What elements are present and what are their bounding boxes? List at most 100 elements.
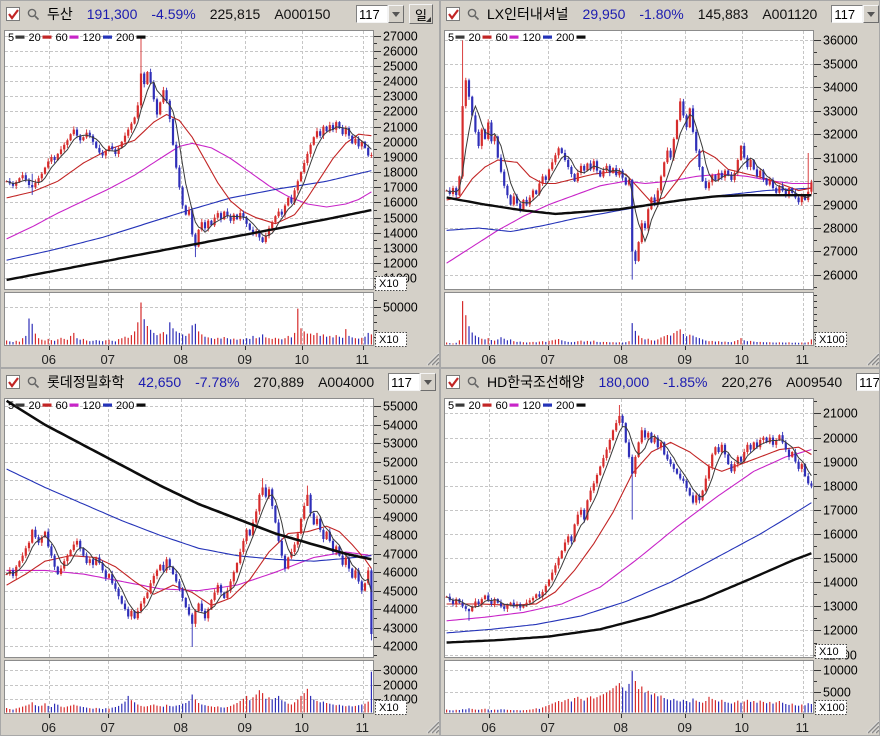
svg-text:11: 11 (796, 720, 810, 735)
period-input-group (356, 5, 404, 23)
period-dropdown-button[interactable] (420, 373, 437, 391)
volume-axis-multiplier: X100 (815, 332, 847, 347)
ma-legend: 5 20 60 120 200 (448, 32, 586, 44)
chevron-down-icon (424, 379, 433, 385)
volume-axis-multiplier: X10 (375, 700, 407, 715)
select-checkbox[interactable] (6, 7, 20, 21)
svg-text:51000: 51000 (383, 474, 418, 488)
search-icon[interactable] (465, 7, 480, 22)
svg-text:20000: 20000 (823, 432, 858, 446)
ma-legend: 5 20 60 120 200 (8, 400, 146, 412)
ma-line-60 (446, 449, 812, 622)
svg-text:200: 200 (556, 400, 574, 412)
svg-text:14000: 14000 (823, 576, 858, 590)
resize-grip[interactable] (426, 352, 439, 366)
select-checkbox[interactable] (446, 375, 460, 389)
period-dropdown-button[interactable] (863, 5, 879, 23)
x-axis-labels: 06 07 08 09 10 11 (42, 346, 369, 367)
search-icon[interactable] (25, 375, 40, 390)
svg-text:26000: 26000 (383, 45, 418, 59)
svg-text:16000: 16000 (823, 528, 858, 542)
ma-line-200 (6, 208, 372, 282)
change-percent: -1.85% (663, 374, 708, 390)
svg-text:20: 20 (469, 400, 481, 412)
candlestick-chart-lx-international: 26000 27000 28000 29000 30000 31000 32000 33000… (444, 30, 879, 367)
pane-header: 두산 191,300 -4.59% 225,815 A000150 일 (1, 1, 439, 27)
volume-value: 270,889 (253, 374, 305, 390)
svg-text:08: 08 (614, 352, 628, 367)
svg-text:21000: 21000 (383, 121, 418, 135)
ma-line-5 (446, 425, 812, 608)
svg-text:13000: 13000 (383, 242, 418, 256)
svg-text:06: 06 (42, 352, 56, 367)
svg-text:27000: 27000 (383, 30, 418, 44)
search-icon[interactable] (25, 7, 40, 22)
svg-text:23000: 23000 (383, 90, 418, 104)
svg-text:200: 200 (116, 32, 134, 44)
svg-text:120: 120 (83, 400, 101, 412)
price-layer (5, 399, 373, 647)
change-percent: -1.80% (639, 6, 684, 22)
svg-text:49000: 49000 (383, 511, 418, 525)
resize-grip[interactable] (426, 720, 439, 734)
period-input[interactable] (356, 5, 388, 23)
legend-swatch-200 (576, 403, 586, 407)
pane-header: LX인터내셔널 29,950 -1.80% 145,883 A001120 일 (441, 1, 879, 27)
svg-text:29000: 29000 (823, 199, 858, 213)
select-checkbox[interactable] (446, 7, 460, 21)
svg-text:35000: 35000 (823, 58, 858, 72)
svg-text:11: 11 (356, 720, 370, 735)
gridlines (5, 31, 373, 345)
svg-text:45000: 45000 (383, 585, 418, 599)
stock-price: 29,950 (582, 6, 626, 22)
volume-axis: 50000 (374, 300, 418, 338)
svg-text:55000: 55000 (383, 400, 418, 414)
svg-text:10000: 10000 (823, 664, 858, 678)
search-icon[interactable] (465, 375, 480, 390)
svg-text:24000: 24000 (383, 75, 418, 89)
stock-name: LX인터내셔널 (487, 6, 569, 22)
svg-text:08: 08 (174, 352, 188, 367)
period-input-group (831, 5, 879, 23)
period-input[interactable] (831, 5, 864, 23)
chart-pane-lx-international: LX인터내셔널 29,950 -1.80% 145,883 A001120 일 … (440, 0, 880, 368)
svg-text:19000: 19000 (383, 151, 418, 165)
candles (445, 40, 813, 280)
price-axis: 1100012000130001400015000160001700018000… (814, 401, 858, 663)
resize-grip[interactable] (866, 720, 879, 734)
price-axis: 1100012000130001400015000160001700018000… (374, 30, 418, 287)
volume-axis-multiplier: X10 (375, 332, 407, 347)
svg-text:60: 60 (496, 32, 508, 44)
svg-text:200: 200 (116, 400, 134, 412)
candles (5, 38, 373, 258)
svg-text:09: 09 (678, 352, 692, 367)
volume-value: 145,883 (697, 6, 749, 22)
period-input[interactable] (856, 373, 879, 391)
ma-line-120 (446, 502, 812, 634)
chevron-down-icon (392, 11, 400, 17)
ma-legend: 5 20 60 120 200 (8, 32, 146, 44)
svg-text:54000: 54000 (383, 419, 418, 433)
period-dropdown-button[interactable] (388, 5, 404, 23)
gridlines (445, 31, 813, 345)
select-checkbox[interactable] (6, 375, 20, 389)
period-input[interactable] (388, 373, 421, 391)
svg-text:60: 60 (496, 400, 508, 412)
timeframe-day-button[interactable]: 일 (409, 4, 433, 24)
ma-line-200 (446, 193, 812, 216)
period-input-group (388, 373, 437, 391)
resize-grip[interactable] (866, 352, 879, 366)
legend-swatch-5 (15, 403, 25, 407)
svg-text:36000: 36000 (823, 34, 858, 48)
svg-text:X10: X10 (379, 702, 399, 714)
svg-text:17000: 17000 (383, 181, 418, 195)
legend-swatch-60 (69, 35, 79, 39)
legend-swatch-20 (482, 403, 492, 407)
stock-price: 42,650 (138, 374, 182, 390)
svg-text:X100: X100 (819, 702, 845, 714)
chevron-down-icon (867, 11, 876, 17)
legend-swatch-20 (482, 35, 492, 39)
ma-line-20 (6, 113, 372, 225)
